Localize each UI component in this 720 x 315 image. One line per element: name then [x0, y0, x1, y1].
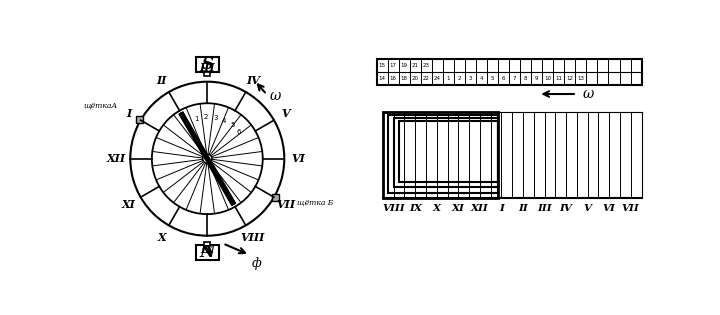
Text: 3: 3 — [469, 76, 472, 81]
Text: 17: 17 — [390, 63, 397, 68]
Text: ω: ω — [583, 87, 595, 101]
Text: IX: IX — [409, 204, 422, 213]
Text: III: III — [199, 62, 215, 73]
Text: 1: 1 — [194, 116, 199, 122]
Text: 24: 24 — [434, 76, 441, 81]
Text: VIII: VIII — [240, 232, 265, 243]
Text: I: I — [126, 108, 131, 119]
Bar — [204, 72, 210, 76]
Text: 6: 6 — [502, 76, 505, 81]
Text: II: II — [518, 204, 528, 213]
Text: 22: 22 — [423, 76, 430, 81]
Text: 21: 21 — [412, 63, 419, 68]
Text: щётка Б: щётка Б — [297, 198, 333, 207]
Text: IV: IV — [559, 204, 572, 213]
Text: 4: 4 — [222, 118, 226, 124]
Text: VI: VI — [603, 204, 616, 213]
Text: 18: 18 — [401, 76, 408, 81]
Text: 3: 3 — [213, 115, 217, 121]
Text: 19: 19 — [401, 63, 408, 68]
Text: XII: XII — [471, 204, 489, 213]
Text: V: V — [282, 108, 290, 119]
Bar — [272, 194, 279, 201]
Text: VI: VI — [291, 153, 305, 164]
Text: ω: ω — [270, 89, 282, 103]
Text: XII: XII — [107, 153, 126, 164]
Text: щёткаА: щёткаА — [84, 101, 118, 109]
Text: 10: 10 — [544, 76, 552, 81]
Bar — [196, 245, 219, 260]
Bar — [388, 115, 498, 192]
Text: VII: VII — [276, 199, 295, 209]
Text: 5: 5 — [491, 76, 495, 81]
Text: 2: 2 — [458, 76, 462, 81]
Text: 4: 4 — [480, 76, 483, 81]
Text: 2: 2 — [204, 114, 208, 120]
Text: 7: 7 — [513, 76, 516, 81]
Text: 12: 12 — [567, 76, 573, 81]
Text: VII: VII — [622, 204, 639, 213]
Text: IX: IX — [200, 244, 215, 255]
Text: S: S — [202, 56, 213, 73]
Text: 6: 6 — [237, 129, 241, 135]
Bar — [383, 112, 498, 198]
Bar — [136, 116, 143, 123]
Text: 9: 9 — [535, 76, 539, 81]
Text: 15: 15 — [379, 63, 386, 68]
Text: 13: 13 — [577, 76, 585, 81]
Text: V: V — [584, 204, 592, 213]
Text: I: I — [499, 204, 504, 213]
Text: II: II — [157, 75, 167, 85]
Bar — [394, 118, 498, 187]
Bar — [399, 121, 498, 182]
Text: 5: 5 — [230, 123, 235, 129]
Text: 14: 14 — [379, 76, 386, 81]
Text: 8: 8 — [524, 76, 528, 81]
Text: 11: 11 — [555, 76, 562, 81]
Text: IV: IV — [246, 75, 260, 85]
Text: X: X — [433, 204, 441, 213]
Text: X: X — [158, 232, 166, 243]
Bar — [196, 57, 219, 72]
Circle shape — [202, 154, 212, 163]
Text: 20: 20 — [412, 76, 419, 81]
Text: XI: XI — [122, 199, 135, 209]
Text: XI: XI — [452, 204, 464, 213]
Bar — [204, 242, 210, 246]
Text: III: III — [537, 204, 552, 213]
Text: 23: 23 — [423, 63, 430, 68]
Text: N: N — [199, 244, 215, 261]
Text: 16: 16 — [390, 76, 397, 81]
Text: 1: 1 — [446, 76, 450, 81]
Text: ф: ф — [252, 257, 261, 270]
Bar — [377, 59, 642, 85]
Text: VIII: VIII — [382, 204, 405, 213]
